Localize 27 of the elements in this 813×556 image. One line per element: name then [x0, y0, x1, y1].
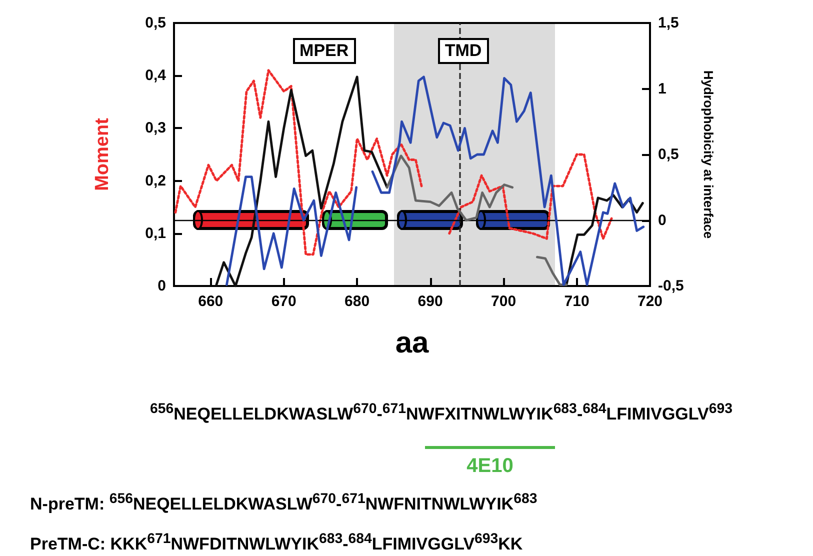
- y-tick-label: 0,2: [145, 172, 166, 190]
- y2-tick-label: 1,5: [658, 14, 679, 32]
- y2-tick-label: 0: [658, 212, 666, 229]
- y2-axis-title: Hydrophobicity at interface: [701, 70, 716, 239]
- y2-tick-label: -0,5: [658, 278, 684, 294]
- text: PreTM-C: KKK$^{671}$NWFDITNWLWYIK$^{683}$-$^{684}$LFIMIVGGLV$^{693}$KK: [30, 531, 523, 554]
- text: $^{656}$NEQELLELDKWASLW$^{670}$-$^{671}$NWFXITNWLWYIK$^{683}$-$^{684}$LFIMIVGGLV$^{693}$: [150, 401, 732, 424]
- y2-tick-label: 1: [658, 80, 666, 98]
- y-axis-title: Moment: [92, 117, 113, 191]
- x-tick-label: 660: [198, 293, 224, 310]
- y-tick-label: 0,5: [145, 14, 166, 32]
- x-tick-label: 720: [637, 293, 663, 310]
- x-tick-label: 670: [271, 293, 296, 310]
- text: 4E10: [425, 446, 555, 477]
- text: N-preTM: $^{656}$NEQELLELDKWASLW$^{670}$-$^{671}$NWFNITNWLWYIK$^{683}$: [30, 490, 538, 516]
- y2-tick-label: 0,5: [658, 146, 679, 163]
- x-tick-label: 710: [564, 293, 590, 310]
- x-tick-label: 690: [418, 293, 443, 310]
- x-axis-title: aa: [395, 326, 429, 360]
- y-tick-label: 0: [158, 278, 166, 294]
- y-tick-label: 0,4: [145, 67, 167, 84]
- annotation: MPER: [292, 38, 356, 64]
- y-tick-label: 0,1: [145, 224, 166, 242]
- annotation: TMD: [438, 38, 489, 64]
- y-tick-label: 0,3: [145, 120, 166, 137]
- x-tick-label: 680: [344, 293, 370, 310]
- x-tick-label: 700: [491, 293, 516, 310]
